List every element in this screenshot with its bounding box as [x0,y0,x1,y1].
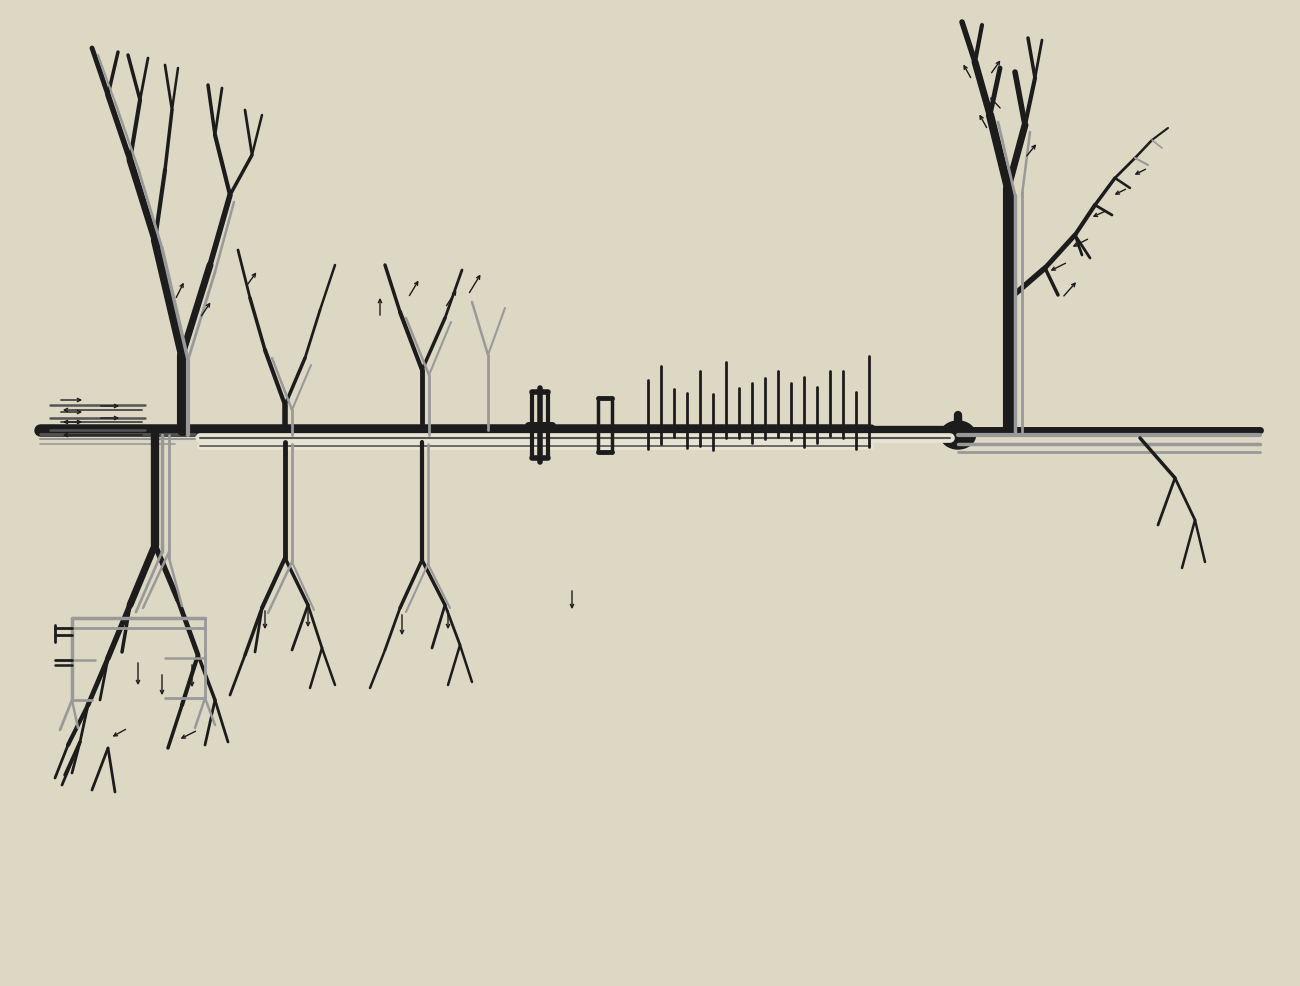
Ellipse shape [940,421,975,449]
